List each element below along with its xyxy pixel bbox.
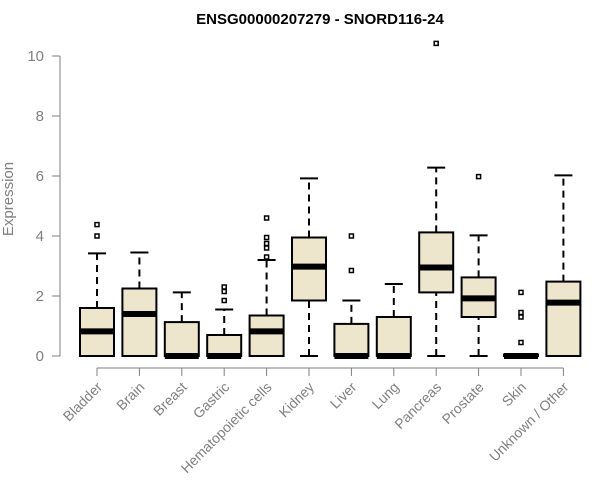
iqr-box [545, 280, 582, 358]
x-tick-label: Kidney [276, 379, 318, 421]
y-axis: 0 2 4 6 8 10 [27, 48, 61, 365]
outlier-point [433, 40, 439, 47]
outlier-point [518, 339, 524, 346]
y-axis-label: Expression [0, 162, 17, 236]
x-tick-label: Breast [150, 379, 190, 419]
x-tick-label: Pancreas [391, 379, 444, 432]
x-tick-label: Lung [369, 379, 402, 412]
box-pancreas [418, 40, 455, 357]
box-gastric [206, 284, 243, 359]
box-brain [121, 251, 158, 357]
iqr-box [418, 231, 455, 294]
outlier-point [94, 233, 100, 239]
iqr-box [206, 334, 243, 357]
iqr-box [248, 314, 285, 357]
outlier-point [475, 173, 482, 180]
box-unknown-other [545, 174, 582, 358]
box-liver [333, 233, 370, 359]
outlier-point [221, 288, 227, 295]
iqr-box [375, 316, 412, 357]
box-kidney [291, 177, 327, 357]
iqr-box [333, 322, 370, 357]
outlier-point [348, 267, 355, 274]
iqr-box [121, 287, 158, 357]
box-series [79, 40, 582, 359]
outlier-point [263, 254, 270, 260]
outlier-point [518, 314, 524, 320]
chart-title: ENSG00000207279 - SNORD116-24 [196, 11, 444, 28]
outlier-point [94, 221, 100, 228]
box-skin [503, 289, 539, 359]
box-breast [163, 291, 200, 359]
x-tick-label: Bladder [60, 379, 106, 425]
y-tick-label: 8 [36, 108, 44, 125]
outlier-point [221, 284, 227, 290]
iqr-box [163, 321, 200, 358]
y-tick-label: 2 [36, 288, 44, 305]
box-bladder [79, 221, 115, 357]
outlier-point [263, 245, 270, 251]
x-tick-label: Prostate [439, 379, 487, 427]
outlier-point [263, 215, 270, 221]
outlier-point [518, 289, 524, 296]
outlier-point [518, 309, 524, 316]
outlier-point [348, 233, 355, 239]
x-tick-label: Skin [499, 379, 530, 410]
y-tick-label: 6 [36, 168, 44, 185]
outlier-point [263, 234, 270, 241]
box-lung [375, 283, 412, 359]
y-tick-label: 0 [36, 348, 44, 365]
x-tick-label: Brain [113, 379, 147, 413]
box-hematopoietic-cells [248, 215, 285, 357]
x-tick-label: Unknown / Other [486, 379, 572, 465]
box-prostate [460, 173, 497, 357]
x-tick-label: Liver [327, 379, 360, 412]
outlier-point [263, 240, 270, 247]
outlier-point [221, 297, 227, 304]
y-tick-label: 4 [36, 228, 44, 245]
y-tick-label: 10 [27, 48, 44, 65]
